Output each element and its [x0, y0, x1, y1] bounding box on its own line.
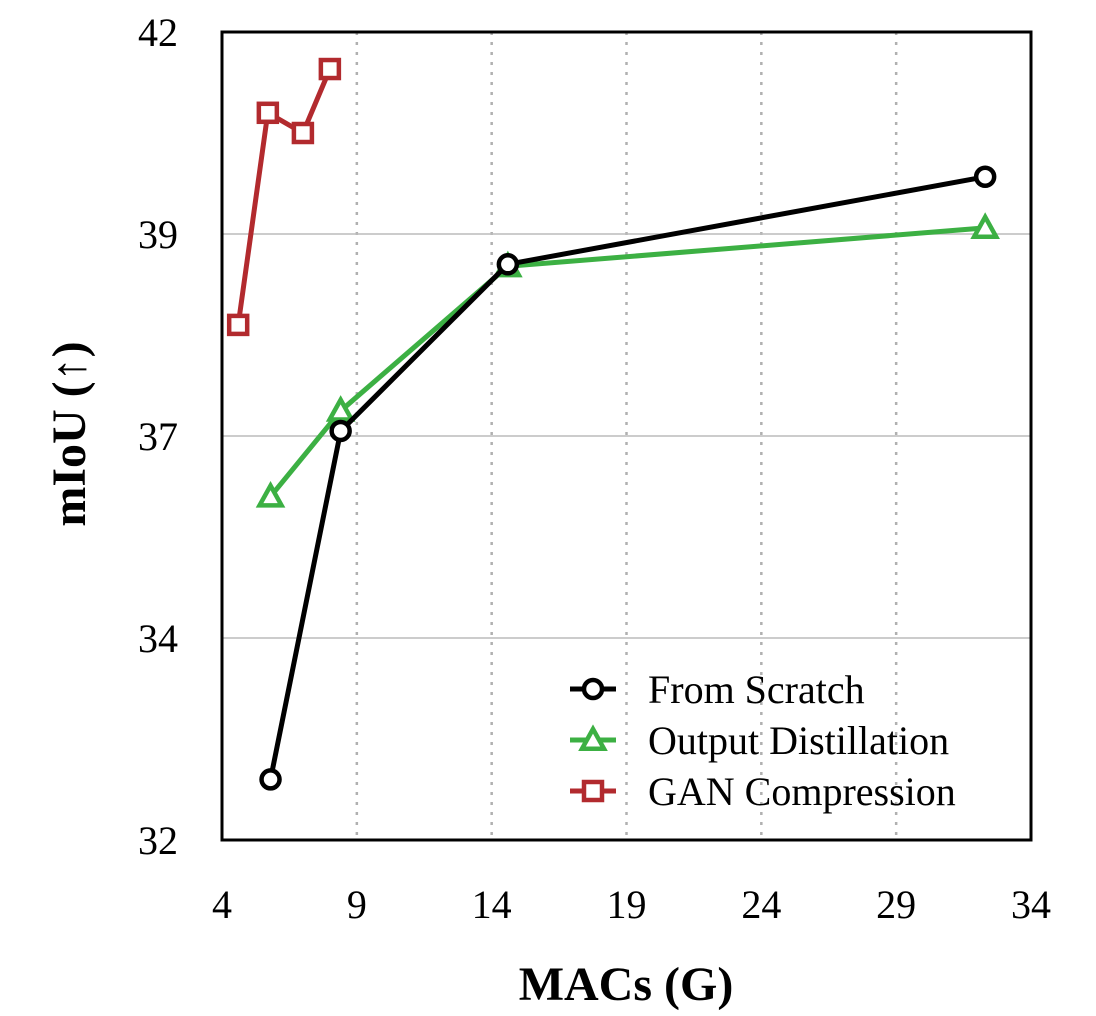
legend-marker [578, 724, 608, 752]
data-point [291, 121, 315, 145]
data-point [226, 313, 250, 337]
data-point [259, 768, 282, 791]
data-point [496, 253, 520, 276]
series-line [268, 225, 986, 499]
series-from-scratch [259, 165, 997, 791]
x-tick-labels: 4 9 14 19 24 29 34 [212, 882, 1051, 927]
x-tick-label: 24 [741, 882, 781, 927]
data-point [970, 212, 1000, 239]
x-tick-label: 34 [1011, 882, 1051, 927]
legend-marker [581, 677, 605, 701]
series-line [235, 68, 333, 326]
plot-frame [220, 30, 1033, 842]
legend-item: Output Distillation [570, 718, 949, 763]
data-point [256, 101, 280, 125]
legend-label: GAN Compression [648, 769, 956, 814]
series-gan-compression [226, 57, 342, 337]
y-tick-labels: 32 34 37 39 42 [138, 10, 178, 863]
y-tick-label: 42 [138, 10, 178, 55]
series-output-distillation [255, 212, 1000, 508]
data-point [255, 480, 286, 508]
legend-label: From Scratch [648, 667, 865, 712]
x-tick-label: 14 [472, 882, 512, 927]
series-layer [226, 57, 1000, 791]
legend-marker [581, 779, 605, 803]
data-point [325, 395, 356, 422]
legend-label: Output Distillation [648, 718, 949, 763]
y-tick-label: 37 [138, 414, 178, 459]
y-tick-label: 34 [138, 616, 178, 661]
y-tick-label: 39 [138, 212, 178, 257]
x-tick-label: 19 [607, 882, 647, 927]
x-tick-label: 9 [347, 882, 367, 927]
y-tick-label: 32 [138, 818, 178, 863]
legend-item: GAN Compression [570, 769, 956, 814]
data-point [973, 165, 997, 189]
data-point [318, 57, 342, 81]
x-axis-label: MACs (G) [519, 958, 734, 1011]
series-line [268, 174, 986, 780]
y-axis-label: mIoU (↑) [43, 341, 96, 526]
legend: From Scratch Output Distillation GAN Compr… [570, 667, 956, 814]
x-tick-label: 4 [212, 882, 232, 927]
x-tick-label: 29 [876, 882, 916, 927]
data-point [329, 419, 352, 443]
legend-item: From Scratch [570, 667, 865, 712]
